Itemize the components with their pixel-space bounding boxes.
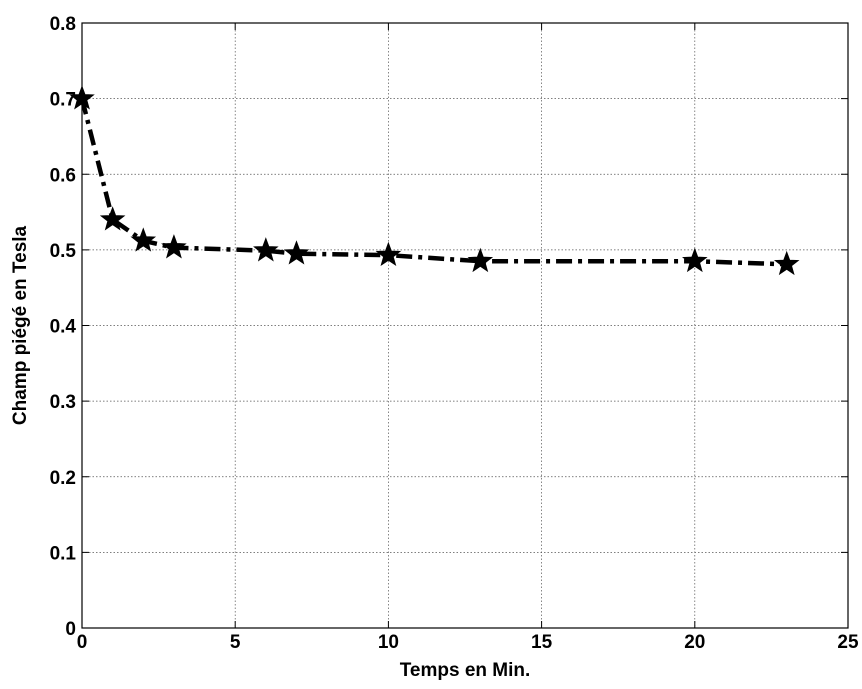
data-point-star — [773, 250, 800, 276]
y-tick-label: 0.8 — [50, 14, 76, 35]
data-point-star — [161, 234, 187, 259]
y-tick-label: 0 — [65, 619, 76, 640]
data-point-star — [467, 247, 494, 273]
x-tick-label: 25 — [837, 632, 859, 653]
y-tick-label: 0.3 — [50, 392, 76, 413]
y-tick-label: 0.5 — [50, 241, 77, 262]
data-point-star — [69, 85, 95, 110]
data-point-star — [682, 247, 708, 273]
y-tick-label: 0.2 — [50, 468, 76, 489]
data-point-star — [375, 241, 402, 267]
x-tick-label: 15 — [531, 632, 553, 653]
grid — [82, 23, 848, 628]
y-axis-label: Champ piégé en Tesla — [10, 225, 31, 425]
y-tick-label: 0.4 — [50, 317, 77, 338]
x-tick-label: 20 — [684, 632, 705, 653]
series — [69, 85, 800, 276]
y-tick-label: 0.1 — [50, 543, 77, 564]
data-point-star — [99, 206, 126, 231]
y-tick-label: 0.6 — [50, 165, 76, 186]
ticks: 0 5 10 15 20 25 0 0.1 0.2 0.3 0.4 0.5 0.6 0.7 0.8 — [50, 14, 859, 653]
x-tick-label: 0 — [77, 632, 88, 653]
x-tick-label: 10 — [378, 632, 399, 653]
data-point-star — [283, 240, 310, 265]
data-point-star — [130, 227, 157, 252]
data-point-star — [253, 237, 279, 262]
x-tick-label: 5 — [230, 632, 241, 653]
y-tick-label: 0.7 — [50, 90, 76, 111]
x-axis-label: Temps en Min. — [400, 660, 531, 681]
series-line — [79, 98, 787, 267]
